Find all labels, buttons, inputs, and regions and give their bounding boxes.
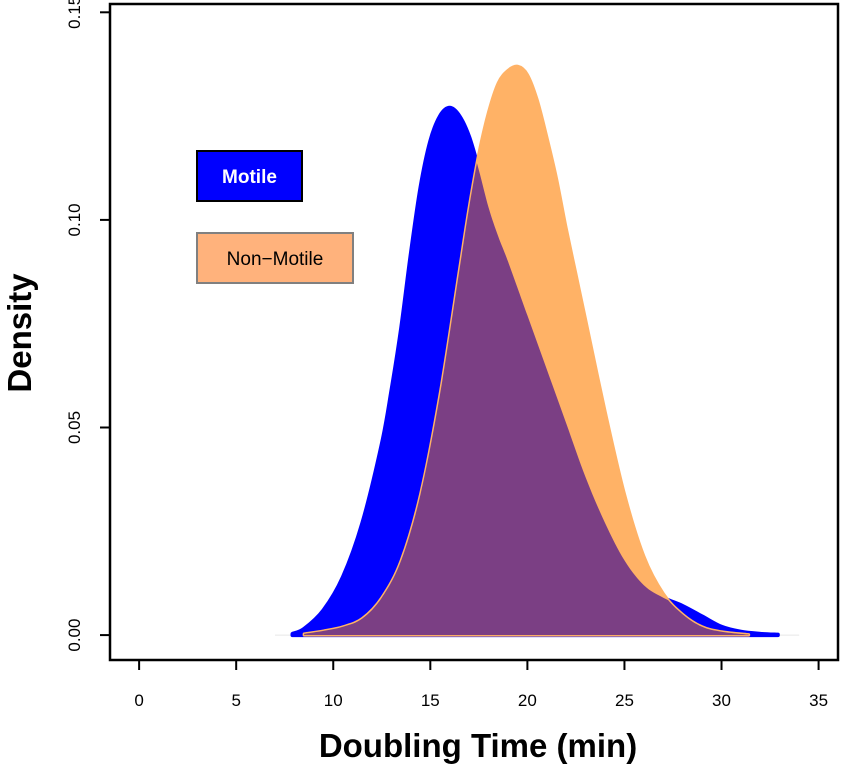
y-tick-label: 0.05 bbox=[65, 411, 84, 444]
x-tick-label: 0 bbox=[134, 691, 143, 710]
x-tick-label: 25 bbox=[615, 691, 634, 710]
y-axis: 0.00 0.05 0.10 0.15 bbox=[65, 0, 111, 652]
x-axis-title: Doubling Time (min) bbox=[319, 727, 637, 764]
x-tick-label: 30 bbox=[712, 691, 731, 710]
legend-label-non-motile: Non−Motile bbox=[227, 249, 324, 270]
y-tick-label: 0.10 bbox=[65, 203, 84, 236]
x-tick-label: 5 bbox=[231, 691, 240, 710]
x-tick-label: 20 bbox=[518, 691, 537, 710]
density-curves bbox=[275, 64, 800, 638]
x-tick-label: 15 bbox=[421, 691, 440, 710]
legend-swatch-motile bbox=[196, 150, 303, 202]
legend-item-non-motile: Non−Motile bbox=[196, 232, 354, 284]
x-axis: 0 5 10 15 20 25 30 35 bbox=[134, 659, 828, 710]
legend-swatch-non-motile bbox=[196, 232, 354, 284]
legend-item-motile: Motile bbox=[196, 150, 303, 202]
x-tick-label: 10 bbox=[324, 691, 343, 710]
y-axis-title: Density bbox=[1, 273, 38, 393]
legend-label-motile: Motile bbox=[222, 167, 277, 188]
y-tick-label: 0.15 bbox=[65, 0, 84, 29]
x-tick-label: 35 bbox=[809, 691, 828, 710]
y-tick-label: 0.00 bbox=[65, 619, 84, 652]
legend: Motile Non−Motile bbox=[196, 150, 354, 284]
series-overlap-area bbox=[304, 107, 749, 636]
